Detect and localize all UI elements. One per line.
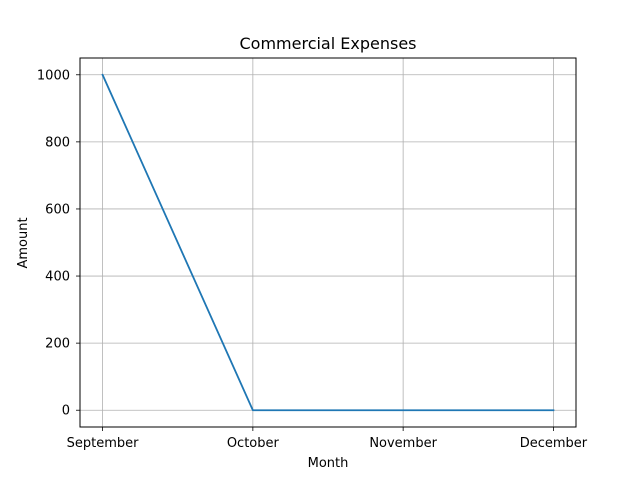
- y-tick-label: 600: [45, 202, 70, 217]
- x-tick-label: October: [227, 436, 280, 451]
- plot-area-frame: [79, 57, 577, 428]
- x-axis-label: Month: [308, 456, 349, 471]
- x-tick-label: November: [369, 436, 437, 451]
- x-tick-label: December: [520, 436, 588, 451]
- y-tick-label: 200: [45, 337, 70, 352]
- y-tick-label: 800: [45, 135, 70, 150]
- y-tick-label: 0: [62, 404, 70, 419]
- data-series: [101, 73, 555, 412]
- y-tick-label: 400: [45, 270, 70, 285]
- series-line: [101, 73, 555, 412]
- chart-title: Commercial Expenses: [239, 34, 416, 53]
- axis-ticks: September October November December 0 200 400 6…: [37, 68, 588, 451]
- y-axis-label: Amount: [16, 217, 31, 268]
- x-tick-label: September: [67, 436, 140, 451]
- y-tick-label: 1000: [37, 68, 70, 83]
